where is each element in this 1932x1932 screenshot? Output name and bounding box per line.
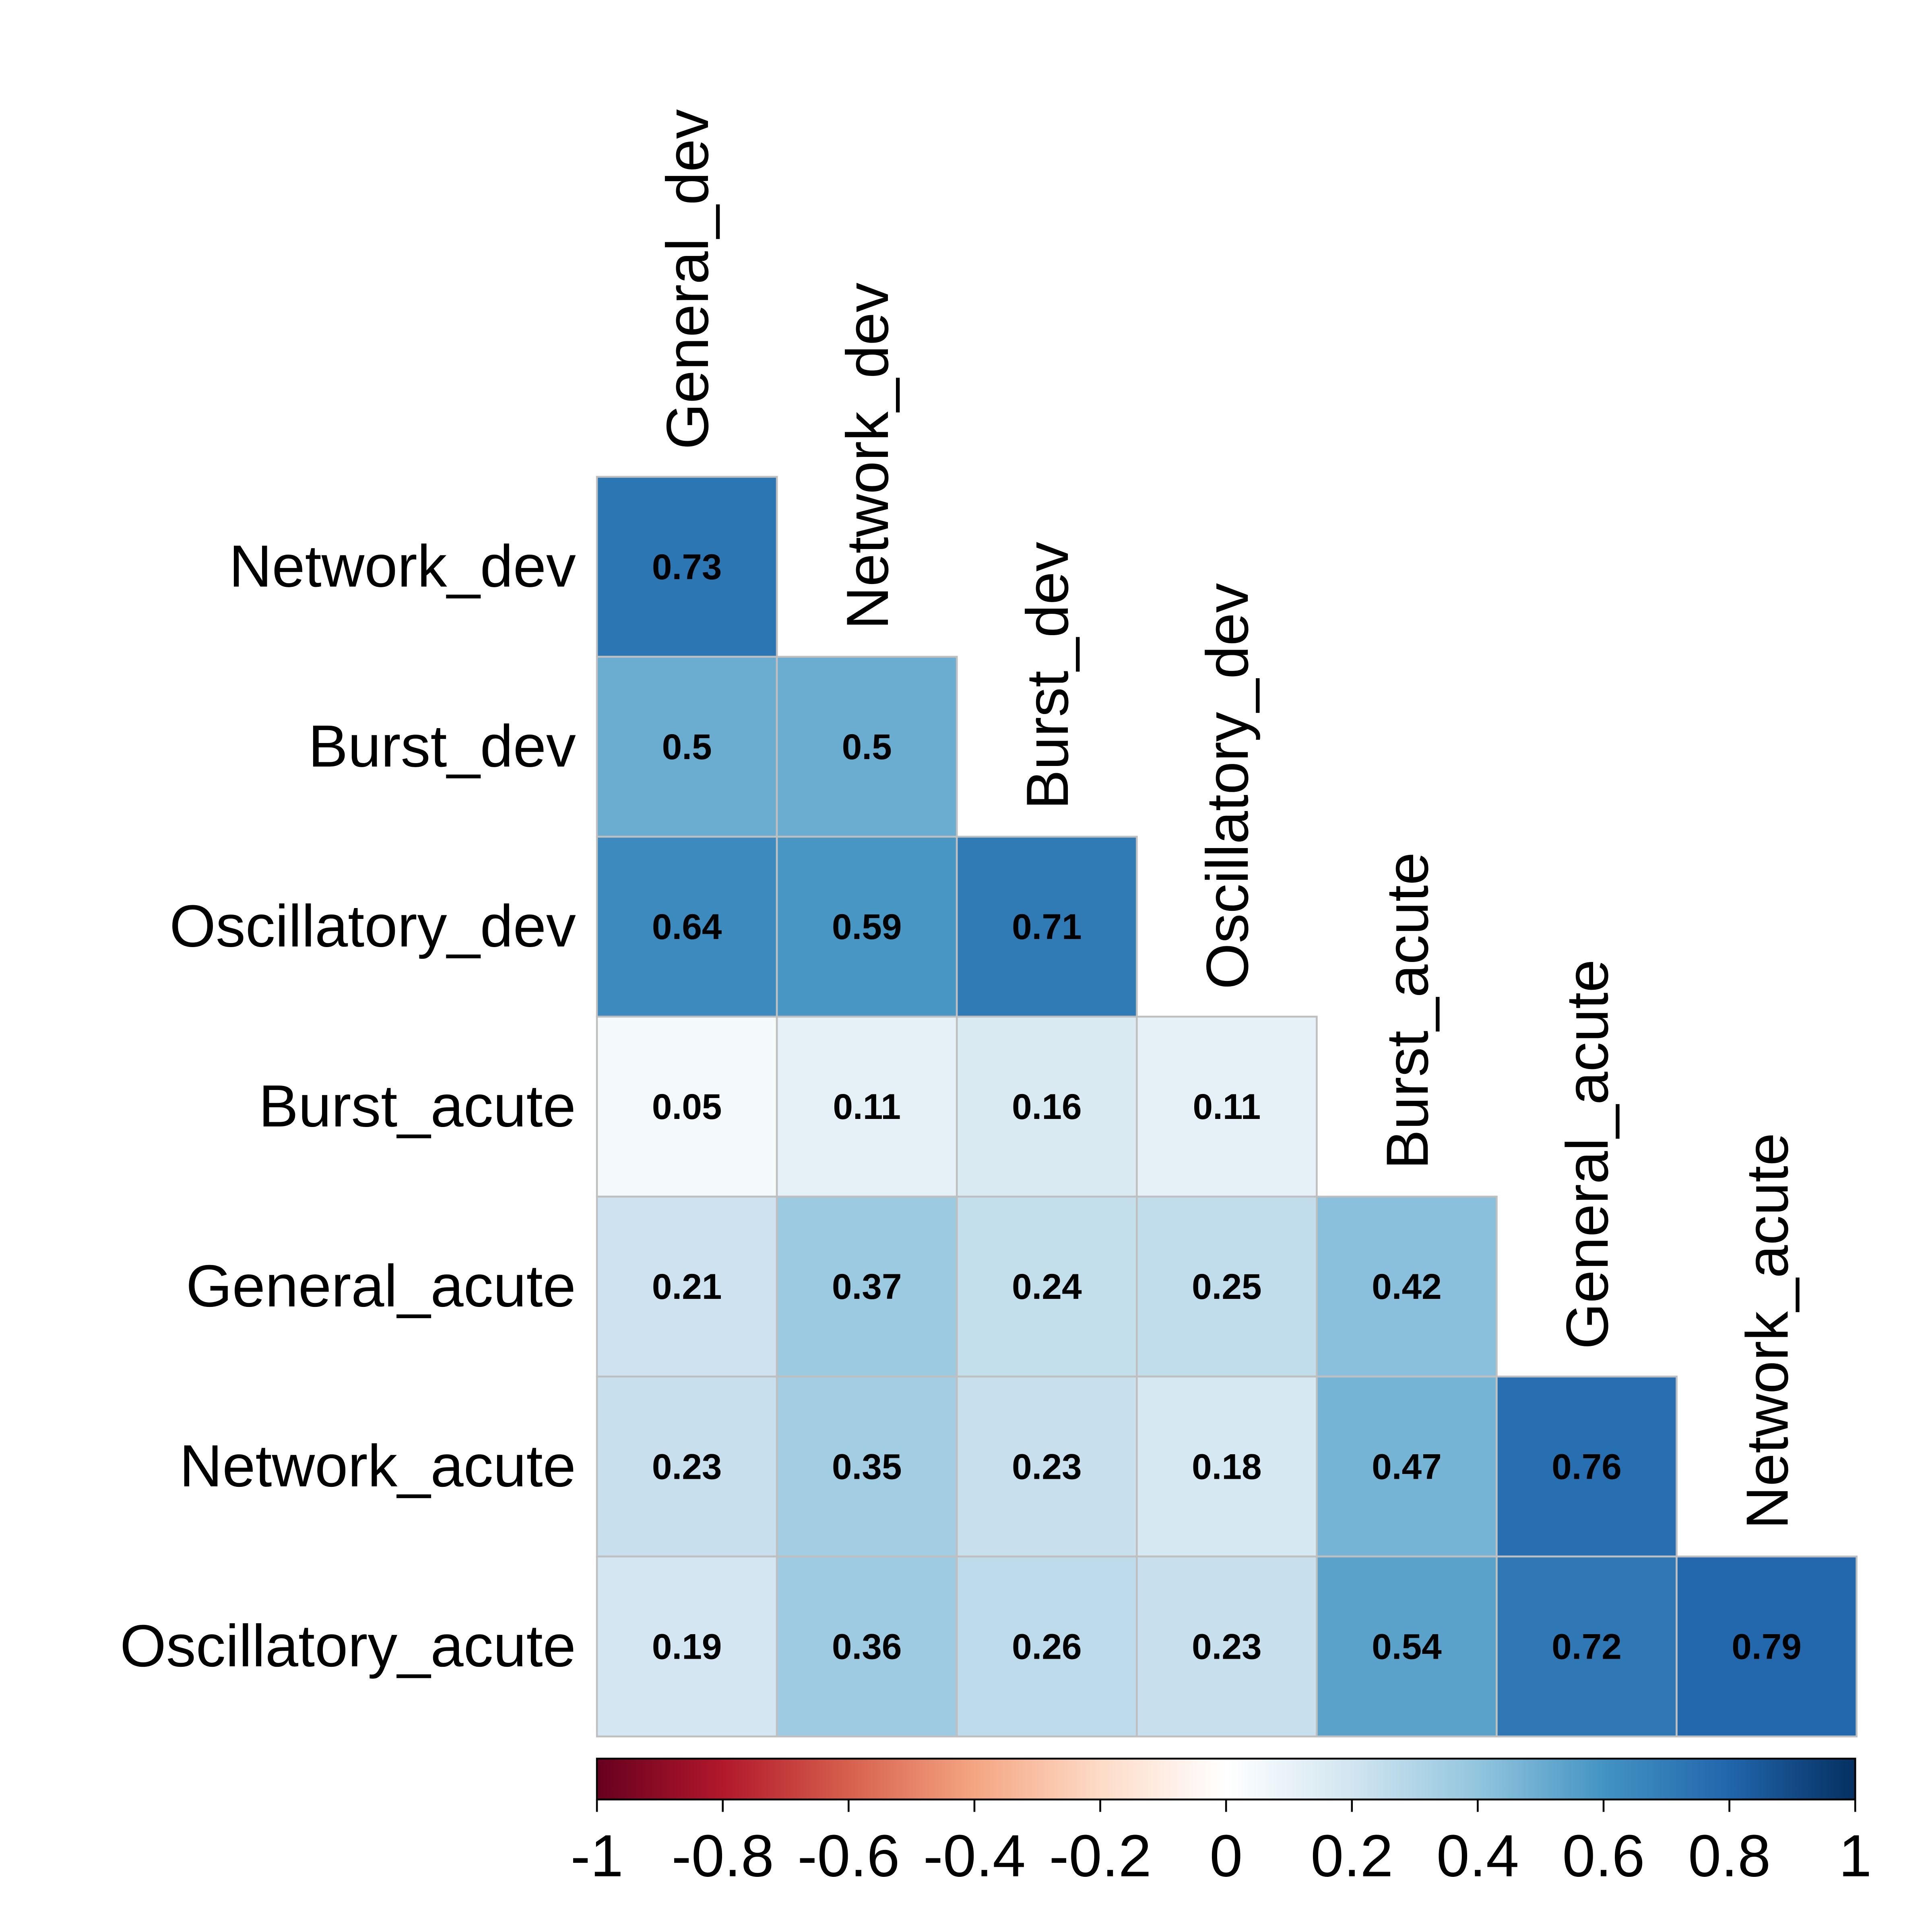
cell-value-label: 0.26: [1012, 1626, 1082, 1666]
colorbar-gradient: [596, 1757, 1856, 1801]
heatmap-cell: [1136, 1195, 1318, 1378]
cell-value-label: 0.19: [652, 1626, 722, 1666]
heatmap-cell: [1136, 1375, 1318, 1558]
row-label: Burst_dev: [308, 713, 576, 779]
cell-value-label: 0.36: [832, 1626, 902, 1666]
cell-value-label: 0.47: [1372, 1446, 1442, 1486]
heatmap-cell: [776, 1555, 958, 1738]
cell-value-label: 0.23: [1192, 1626, 1262, 1666]
cell-value-label: 0.72: [1552, 1626, 1622, 1666]
heatmap-value-labels: 0.73 0.5 0.5 0.64 0.59 0.71 0.05 0.11 0.16 0.11 0.…: [652, 547, 1802, 1666]
cell-value-label: 0.64: [652, 906, 722, 947]
colorbar-tick-label: 0.8: [1688, 1823, 1771, 1889]
column-label: Network_dev: [834, 283, 901, 630]
heatmap-cell: [596, 836, 778, 1018]
colorbar: -1 -0.8 -0.6 -0.4 -0.2 0 0.2 0.4 0.6 0.8 1: [570, 1757, 1872, 1889]
colorbar-tick-label: 1: [1839, 1823, 1872, 1889]
colorbar-tick-label: -0.8: [671, 1823, 774, 1889]
column-label: General_dev: [654, 109, 721, 450]
heatmap-cell: [776, 1375, 958, 1558]
column-label: Burst_dev: [1014, 542, 1081, 809]
colorbar-tick-label: 0: [1210, 1823, 1243, 1889]
column-labels: General_dev Network_dev Burst_dev Oscillato…: [654, 109, 1800, 1529]
heatmap-cell: [776, 1195, 958, 1378]
cell-value-label: 0.25: [1192, 1266, 1262, 1307]
cell-value-label: 0.5: [842, 727, 892, 767]
heatmap-cell: [776, 836, 958, 1018]
heatmap-cell: [956, 1195, 1138, 1378]
cell-value-label: 0.11: [1193, 1086, 1261, 1127]
cell-value-label: 0.71: [1012, 906, 1082, 947]
colorbar-tick-label: -0.2: [1049, 1823, 1151, 1889]
heatmap-cell: [1496, 1375, 1678, 1558]
column-label: Network_acute: [1734, 1133, 1800, 1529]
cell-value-label: 0.79: [1732, 1626, 1802, 1666]
colorbar-tick-label: -1: [570, 1823, 623, 1889]
heatmap-cell: [1316, 1375, 1498, 1558]
cell-value-label: 0.5: [662, 727, 712, 767]
heatmap-cell: [776, 1016, 958, 1198]
cell-value-label: 0.16: [1012, 1086, 1082, 1127]
row-label: Burst_acute: [259, 1073, 576, 1139]
cell-value-label: 0.23: [1012, 1446, 1082, 1486]
cell-value-label: 0.24: [1012, 1266, 1082, 1307]
heatmap-cell: [1676, 1555, 1858, 1738]
cell-value-label: 0.11: [833, 1086, 901, 1127]
colorbar-tick-label: -0.6: [797, 1823, 900, 1889]
heatmap-cells: [596, 476, 1858, 1738]
row-label: General_acute: [186, 1253, 576, 1319]
row-labels: Network_dev Burst_dev Oscillatory_dev Burst…: [120, 533, 576, 1679]
column-label: Oscillatory_dev: [1194, 583, 1261, 989]
row-label: Network_dev: [229, 533, 576, 599]
cell-value-label: 0.37: [832, 1266, 902, 1307]
heatmap-cell: [956, 1375, 1138, 1558]
cell-value-label: 0.05: [652, 1086, 722, 1127]
heatmap-cell: [1316, 1195, 1498, 1378]
column-label: Burst_acute: [1374, 852, 1441, 1169]
column-label: General_acute: [1554, 959, 1620, 1349]
cell-value-label: 0.42: [1372, 1266, 1442, 1307]
heatmap-cell: [596, 476, 778, 658]
heatmap-cell: [596, 1375, 778, 1558]
heatmap-cell: [596, 656, 778, 838]
row-label: Oscillatory_dev: [169, 893, 576, 960]
cell-value-label: 0.54: [1372, 1626, 1442, 1666]
cell-value-label: 0.73: [652, 547, 722, 587]
cell-value-label: 0.76: [1552, 1446, 1622, 1486]
colorbar-tick-label: -0.4: [923, 1823, 1026, 1889]
cell-value-label: 0.18: [1192, 1446, 1262, 1486]
colorbar-tick-label: 0.2: [1311, 1823, 1393, 1889]
heatmap-cell: [1136, 1016, 1318, 1198]
cell-value-label: 0.23: [652, 1446, 722, 1486]
cell-value-label: 0.35: [832, 1446, 902, 1486]
heatmap-cell: [776, 656, 958, 838]
heatmap-cell: [596, 1555, 778, 1738]
heatmap-cell: [956, 836, 1138, 1018]
colorbar-tick-label: 0.6: [1562, 1823, 1645, 1889]
cell-value-label: 0.59: [832, 906, 902, 947]
heatmap-cell: [1136, 1555, 1318, 1738]
row-label: Oscillatory_acute: [120, 1613, 576, 1679]
row-label: Network_acute: [180, 1433, 576, 1499]
heatmap-cell: [1496, 1555, 1678, 1738]
cell-value-label: 0.21: [652, 1266, 722, 1307]
colorbar-tick-label: 0.4: [1437, 1823, 1519, 1889]
